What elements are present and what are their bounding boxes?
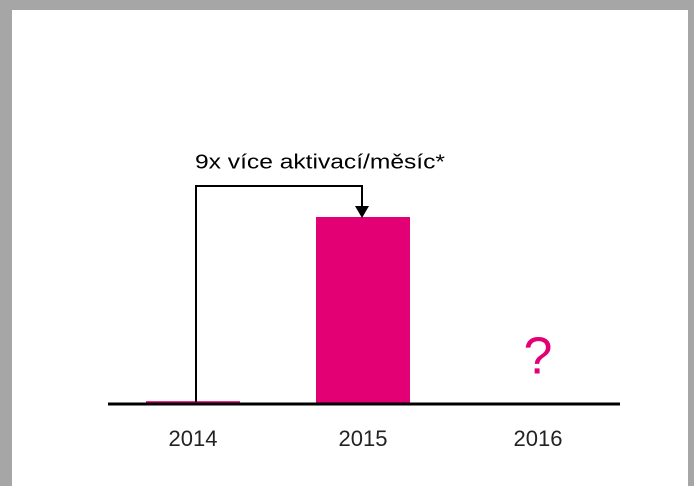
x-tick-label: 2014 [169, 426, 218, 451]
x-tick-label: 2016 [514, 426, 563, 451]
unknown-marker: ? [524, 328, 553, 386]
annotation-bracket [195, 185, 363, 402]
annotation: 9x více aktivací/měsíc* [195, 151, 445, 173]
annotation-arrow [355, 206, 369, 218]
bar [316, 217, 410, 404]
x-tick-label: 2015 [339, 426, 388, 451]
